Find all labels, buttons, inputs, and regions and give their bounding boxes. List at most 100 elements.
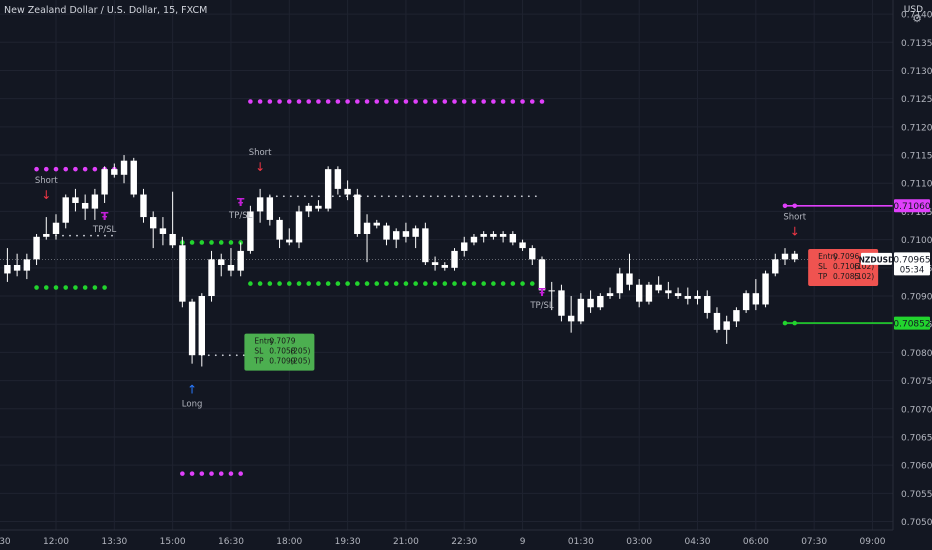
trade-box-key: TP [253, 357, 264, 366]
level-dot [442, 281, 448, 286]
level-dot [500, 281, 506, 286]
candle-body [548, 290, 555, 292]
level-dot [34, 285, 39, 290]
level-dot [413, 281, 418, 286]
level-dot [443, 195, 446, 198]
level-dot [267, 281, 273, 286]
level-dot [83, 234, 85, 237]
candle [431, 256, 439, 271]
candle-body [577, 298, 585, 322]
level-dot [403, 99, 409, 104]
level-dot [413, 99, 418, 104]
signal-short: Short ↓ [783, 213, 806, 239]
level-tag-magenta [894, 199, 930, 213]
candle [4, 248, 11, 282]
level-dot [282, 195, 285, 198]
candle-body [111, 169, 118, 175]
currency-label[interactable]: USD [903, 5, 923, 15]
level-dot [209, 240, 214, 245]
signal-label: TP/SL [228, 211, 253, 221]
candle-body [130, 160, 137, 195]
candle-body [159, 228, 167, 234]
trade-box-points: (102) [854, 262, 874, 271]
symbol-tag [861, 252, 892, 265]
level-dot [267, 99, 273, 104]
level-dot [366, 195, 369, 198]
candle [111, 163, 118, 178]
x-tick-label: 12:00 [43, 537, 69, 547]
signal-tp: Ŧ TP/SL [529, 286, 554, 311]
candle-body [762, 273, 769, 305]
candle-body [101, 169, 108, 195]
level-dot [102, 285, 107, 290]
level-dot [73, 166, 78, 172]
time-axis[interactable]: 10:30 12:00 13:30 15:00 16:30 18:00 19:30 21:00… [0, 529, 893, 547]
level-dot [104, 234, 106, 237]
level-dot [345, 99, 350, 104]
candle-body [713, 312, 721, 330]
level-dot [248, 99, 253, 104]
candle [13, 253, 21, 277]
level-dot [310, 195, 313, 198]
candle [120, 155, 128, 184]
candle-body [218, 259, 225, 265]
candle-body [490, 233, 497, 237]
level-dot [228, 354, 231, 357]
level-dot [92, 285, 98, 290]
candle [752, 279, 760, 311]
candle [704, 290, 711, 319]
candle-body [383, 225, 390, 240]
level-dot [539, 99, 545, 104]
candle [558, 284, 565, 322]
candle-body [305, 205, 312, 212]
candle-body [470, 236, 478, 243]
candle [422, 222, 429, 265]
candle-body [499, 233, 507, 237]
candle [43, 217, 50, 240]
x-tick-label: 16:30 [218, 537, 244, 547]
candle [742, 290, 750, 313]
level-dot [43, 166, 49, 172]
trade-box-value: 0.7079 [269, 337, 295, 346]
settings-icon[interactable]: ⚙ [912, 12, 922, 25]
candle-body [43, 233, 50, 237]
level-dot [277, 99, 282, 104]
level-dot [513, 195, 516, 198]
candle-body [636, 284, 643, 302]
level-dot [782, 320, 788, 326]
candle [781, 248, 789, 265]
level-dot [111, 234, 113, 237]
level-dot [384, 281, 389, 286]
candle [694, 290, 701, 305]
trade-box-key: Entry [254, 337, 275, 346]
candle-body [256, 197, 264, 212]
candle [655, 276, 662, 294]
level-dot [364, 99, 370, 104]
candle [295, 205, 303, 249]
candle-body [393, 231, 400, 240]
trade-box-key: SL [818, 262, 828, 271]
candle-body [13, 265, 21, 271]
signal-short: Short ↓ [249, 148, 272, 174]
candle-body [402, 231, 410, 237]
candle-body [237, 250, 244, 271]
candle-body [81, 202, 89, 209]
level-dot [481, 281, 486, 286]
x-tick-label: 15:00 [160, 537, 186, 547]
candle [393, 228, 400, 249]
candle-body [733, 310, 740, 322]
level-dot [209, 471, 214, 476]
candle [227, 248, 235, 277]
x-tick-label: 07:30 [801, 537, 827, 547]
level-dot [492, 195, 495, 198]
x-tick-label: 06:00 [743, 537, 769, 547]
candle [499, 231, 507, 243]
level-dot [471, 99, 477, 104]
level-dot [338, 195, 341, 198]
level-dot [429, 195, 432, 198]
